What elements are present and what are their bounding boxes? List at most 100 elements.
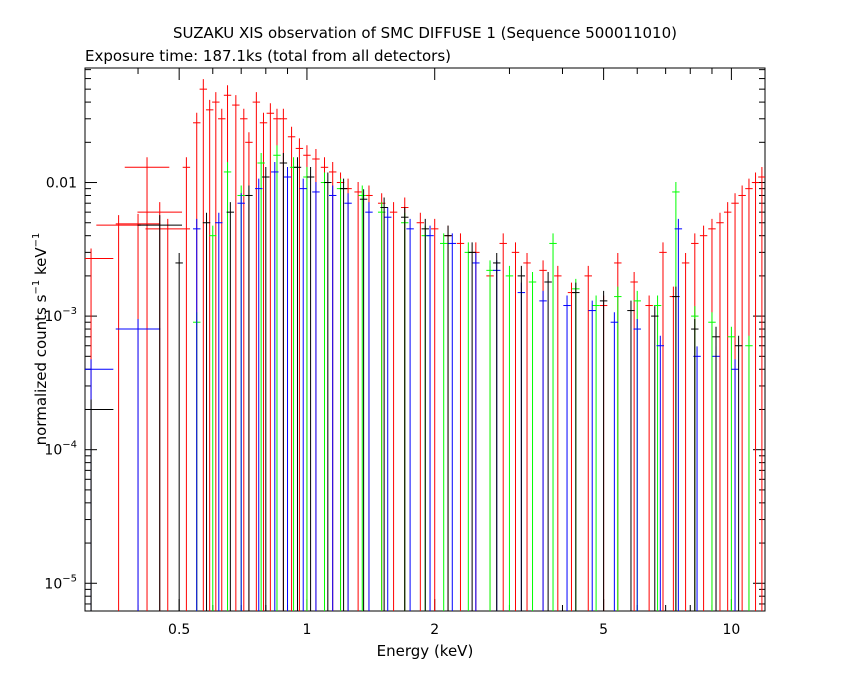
data-point	[610, 312, 619, 611]
data-point	[124, 157, 170, 611]
y-axis-label: normalized counts s−1 keV−1	[31, 233, 50, 446]
data-point	[252, 92, 261, 611]
y-tick-label-exp: −5	[62, 573, 77, 584]
data-point	[259, 112, 268, 611]
data-point	[240, 108, 248, 611]
x-tick-label: 2	[430, 622, 439, 638]
data-point	[303, 166, 311, 611]
y-tick-label: 10−3	[44, 306, 77, 325]
data-point	[472, 252, 480, 611]
data-point	[273, 145, 281, 611]
data-point	[202, 212, 211, 611]
data-point	[567, 282, 576, 611]
data-point	[287, 126, 296, 611]
data-point	[430, 218, 439, 611]
data-point	[426, 225, 434, 611]
y-tick-label: 10−4	[44, 440, 77, 459]
data-point	[389, 202, 398, 611]
y-tick-label-exp: −3	[62, 306, 77, 317]
data-point	[215, 212, 223, 611]
y-tick-label-base: 10	[44, 576, 62, 592]
data-point	[380, 197, 388, 611]
data-point	[588, 300, 596, 611]
data-point	[205, 99, 214, 611]
data-point	[279, 153, 288, 611]
data-point	[708, 312, 716, 611]
data-point	[672, 286, 680, 611]
data-point	[271, 161, 279, 611]
data-point	[499, 233, 507, 611]
data-point	[439, 233, 448, 611]
data-point	[659, 242, 667, 611]
data-point	[517, 265, 526, 611]
data-point	[406, 218, 414, 611]
data-point	[734, 335, 743, 611]
data-point	[328, 185, 337, 611]
data-point	[523, 252, 531, 611]
data-point	[283, 166, 292, 611]
data-point	[584, 265, 592, 611]
data-point	[339, 178, 348, 611]
data-point	[145, 218, 191, 611]
x-tick-label: 1	[302, 622, 311, 638]
x-tick-label: 0.5	[168, 622, 190, 638]
data-point	[723, 202, 732, 611]
data-point	[209, 225, 217, 611]
data-point	[464, 242, 473, 611]
data-points	[85, 79, 765, 611]
data-point	[592, 295, 600, 611]
data-point	[731, 359, 739, 611]
data-point	[354, 181, 362, 611]
data-point	[712, 326, 720, 611]
data-point	[572, 282, 580, 611]
data-point	[85, 399, 114, 611]
data-point	[182, 157, 191, 611]
data-point	[651, 306, 659, 611]
x-axis-ticks: 0.5 1 2 5 10	[84, 68, 740, 638]
data-point	[245, 185, 253, 611]
data-point	[257, 153, 265, 611]
data-point	[266, 103, 275, 611]
x-tick-label: 5	[599, 622, 608, 638]
data-point	[295, 138, 304, 611]
data-point	[320, 172, 329, 611]
data-series	[85, 145, 753, 611]
data-point	[289, 157, 298, 611]
data-point	[727, 326, 736, 611]
data-point	[758, 166, 765, 611]
data-point	[549, 233, 557, 611]
chart-title: SUZAKU XIS observation of SMC DIFFUSE 1 …	[173, 24, 677, 42]
data-point	[633, 319, 641, 611]
data-point	[255, 178, 263, 611]
data-point	[656, 335, 665, 611]
data-point	[212, 92, 220, 611]
data-point	[456, 233, 465, 611]
data-point	[175, 252, 183, 611]
data-point	[293, 157, 302, 611]
data-point	[416, 212, 425, 611]
data-point	[299, 178, 307, 611]
data-point	[199, 79, 208, 611]
data-point	[223, 161, 232, 611]
data-point	[312, 181, 320, 611]
data-point	[486, 260, 494, 611]
data-point	[627, 300, 635, 611]
data-point	[738, 185, 746, 611]
data-point	[218, 108, 226, 611]
data-point	[716, 212, 724, 611]
data-point	[691, 319, 699, 611]
data-point	[448, 233, 456, 611]
data-point	[358, 185, 366, 611]
data-point	[306, 166, 315, 611]
data-point	[237, 193, 245, 611]
data-point	[193, 218, 201, 611]
data-point	[505, 265, 514, 611]
y-axis-ticks: 0.0110−310−410−5	[44, 69, 765, 605]
data-point	[614, 286, 622, 611]
data-point	[115, 319, 161, 611]
data-point	[137, 215, 183, 611]
y-tick-label-exp: −4	[62, 440, 77, 451]
data-point	[699, 225, 708, 611]
data-point	[681, 252, 690, 611]
data-point	[401, 207, 409, 611]
